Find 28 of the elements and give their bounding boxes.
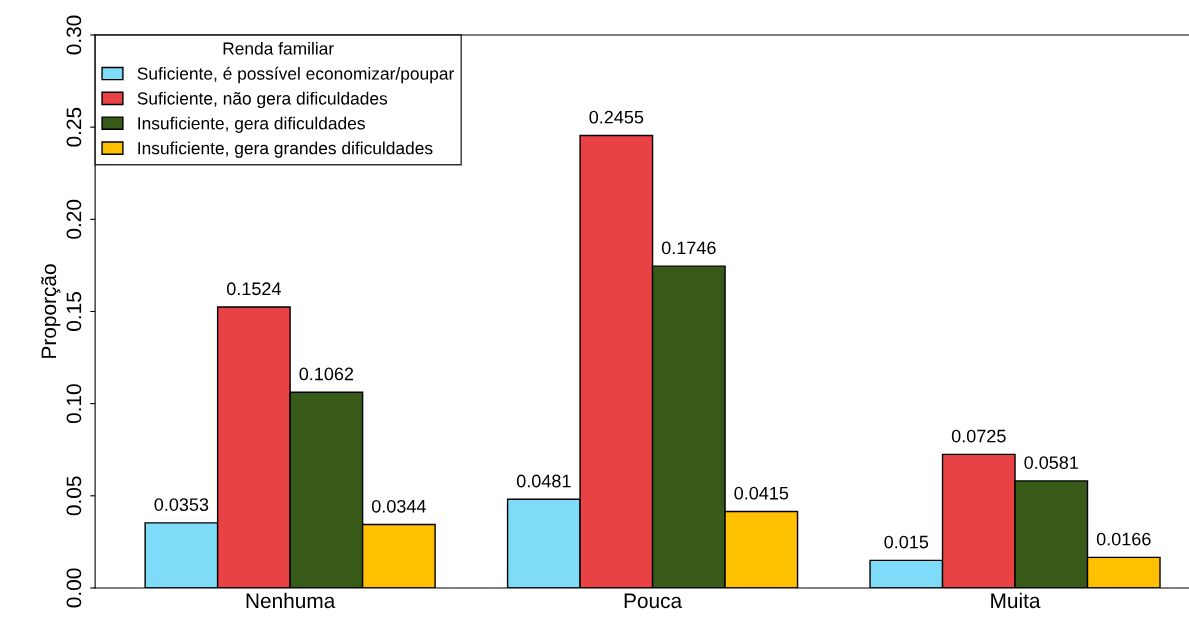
data-label: 0.1524 bbox=[226, 282, 281, 296]
x-tick-label: Pouca bbox=[624, 593, 683, 609]
x-tick-label: Muita bbox=[991, 592, 1041, 609]
y-tick-label: 0.10 bbox=[66, 384, 82, 424]
data-label: 0.0353 bbox=[154, 498, 209, 511]
data-label: 0.2455 bbox=[589, 110, 644, 124]
legend-label: Suficiente, é possível economizar/poupar bbox=[137, 66, 454, 84]
data-label: 0.0725 bbox=[951, 429, 1006, 443]
y-axis-title: Proporção bbox=[41, 264, 61, 358]
x-tick-label: Nenhuma bbox=[246, 592, 336, 609]
y-tick-label: 0.20 bbox=[66, 199, 82, 239]
y-tick-label: 0.15 bbox=[66, 292, 82, 331]
data-label: 0.0344 bbox=[371, 499, 426, 513]
data-label: 0.0415 bbox=[734, 486, 789, 500]
legend-title: Renda familiar bbox=[223, 41, 334, 55]
y-tick-label: 0.30 bbox=[66, 15, 82, 55]
legend-label: Insuficiente, gera grandes dificuldades bbox=[138, 141, 433, 158]
y-tick-label: 0.05 bbox=[66, 476, 82, 516]
data-label: 0.0166 bbox=[1096, 532, 1151, 546]
data-label: 0.015 bbox=[884, 535, 929, 549]
legend-label: Suficiente, não gera dificuldades bbox=[137, 91, 388, 109]
y-tick-label: 0.25 bbox=[66, 107, 82, 147]
data-label: 0.0481 bbox=[516, 474, 571, 488]
y-tick-label: 0.00 bbox=[66, 568, 82, 608]
data-label: 0.1746 bbox=[661, 241, 716, 255]
data-label: 0.1062 bbox=[299, 367, 354, 381]
data-label: 0.0581 bbox=[1024, 456, 1078, 469]
legend-label: Insuficiente, gera dificuldades bbox=[138, 116, 365, 133]
